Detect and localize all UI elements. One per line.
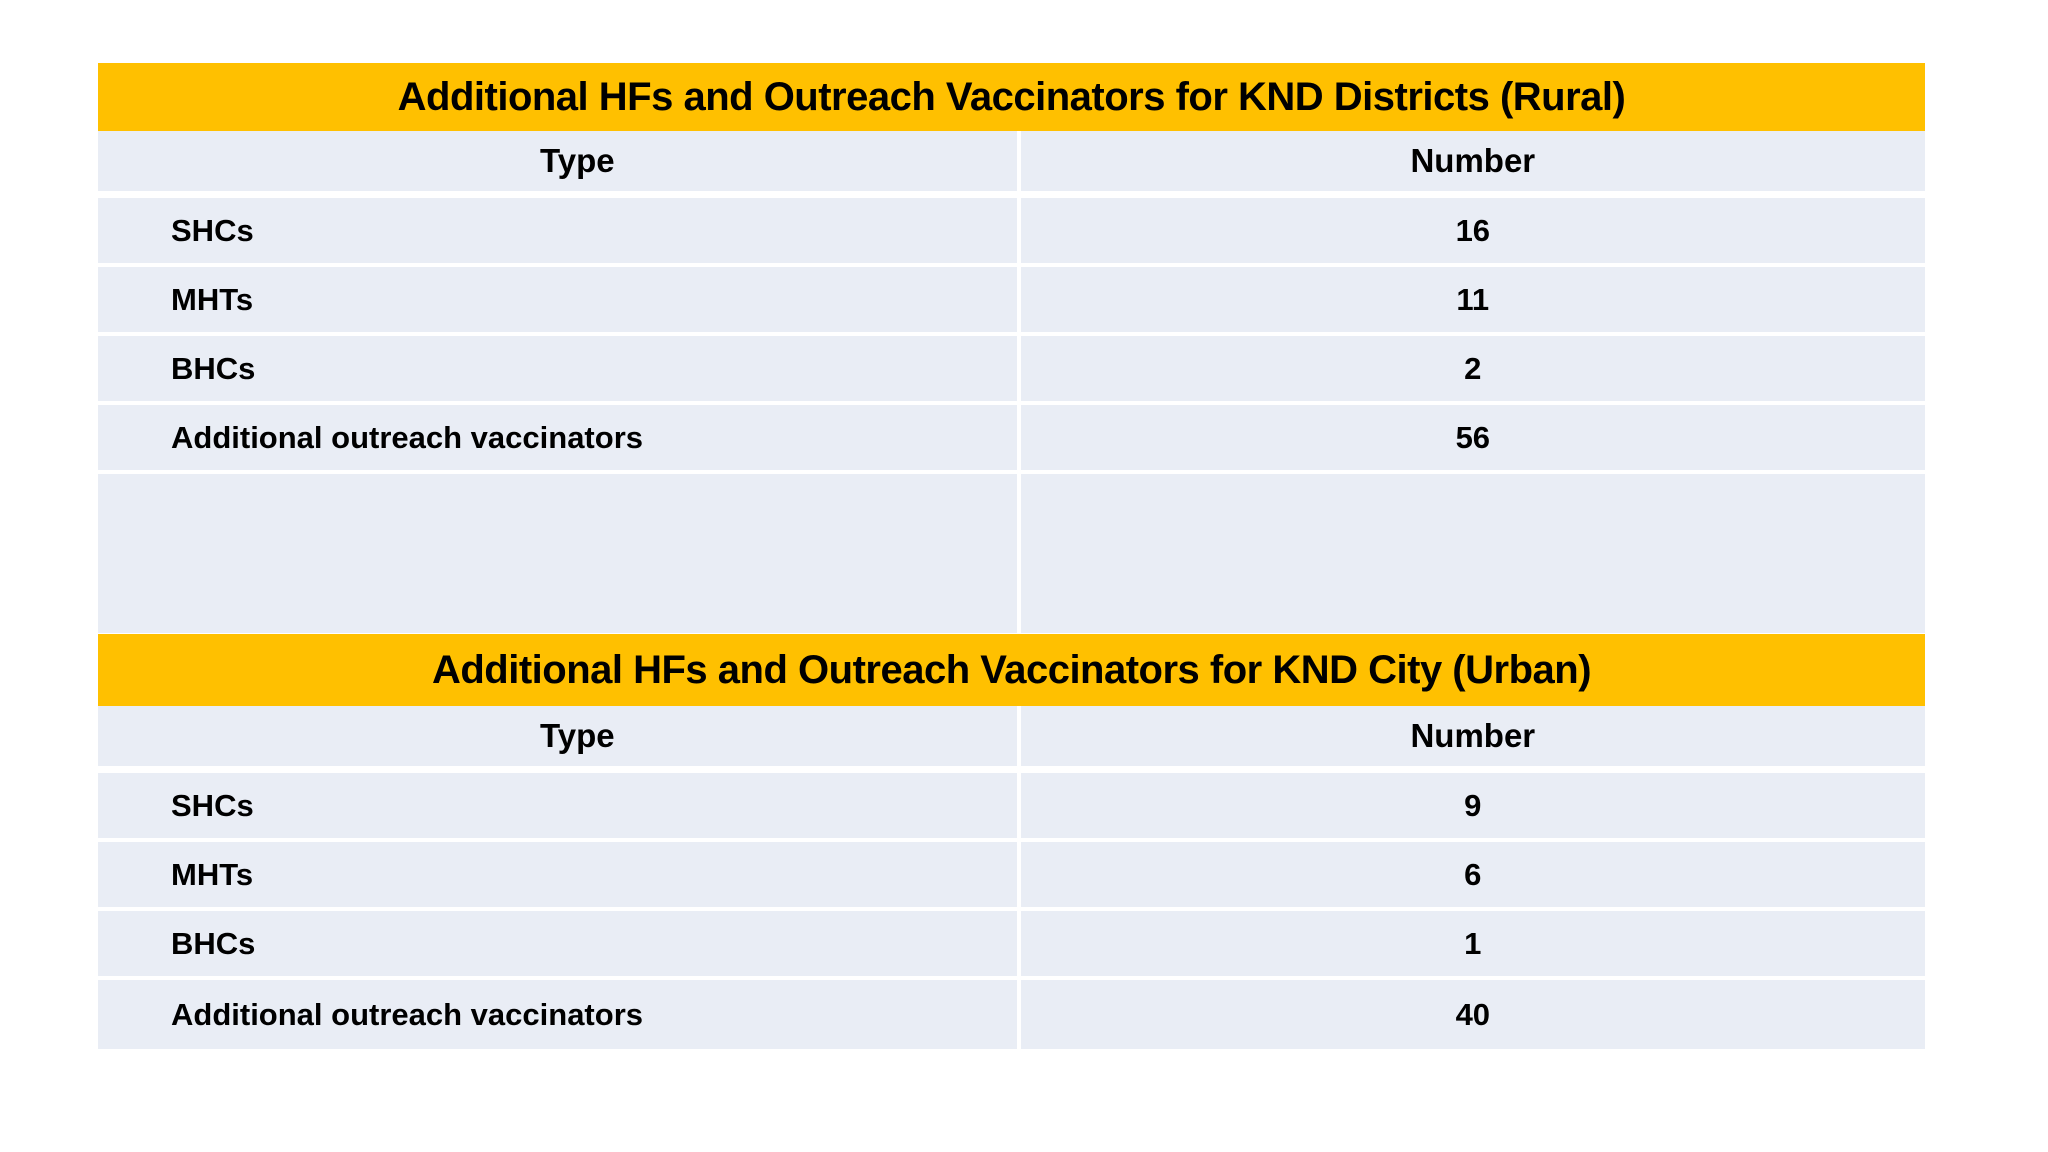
table-row: Additional outreach vaccinators 40: [98, 980, 1925, 1049]
cell-type: MHTs: [98, 267, 1021, 332]
cell-number: 2: [1464, 350, 1482, 386]
cell-type: MHTs: [98, 842, 1021, 907]
table-urban-title: Additional HFs and Outreach Vaccinators …: [431, 647, 1592, 692]
table-row: SHCs 16: [98, 198, 1925, 267]
cell-type: BHCs: [98, 911, 1021, 976]
column-header-type: Type: [98, 131, 1021, 191]
cell-type: BHCs: [98, 336, 1021, 401]
cell-number: 1: [1464, 925, 1482, 961]
cell-type: SHCs: [98, 198, 1021, 263]
cell-number: 6: [1464, 856, 1482, 892]
table-row: BHCs 2: [98, 336, 1925, 405]
table-urban: Additional HFs and Outreach Vaccinators …: [98, 634, 1925, 1049]
table-rural-title-banner: Additional HFs and Outreach Vaccinators …: [98, 63, 1925, 131]
cell-number: [1021, 474, 1925, 633]
cell-number: 16: [1455, 212, 1491, 248]
cell-type: Additional outreach vaccinators: [98, 980, 1021, 1049]
cell-type: SHCs: [98, 773, 1021, 838]
table-row: MHTs 11: [98, 267, 1925, 336]
cell-type: [98, 474, 1021, 633]
column-header-number: Number: [1410, 717, 1536, 754]
column-header-type: Type: [98, 706, 1021, 766]
cell-number: 40: [1455, 996, 1491, 1032]
table-row: Additional outreach vaccinators 56: [98, 405, 1925, 474]
cell-number: 9: [1464, 787, 1482, 823]
table-rural-header-row: Type Number: [98, 131, 1925, 198]
table-urban-title-banner: Additional HFs and Outreach Vaccinators …: [98, 634, 1925, 706]
table-row: MHTs 6: [98, 842, 1925, 911]
table-row: BHCs 1: [98, 911, 1925, 980]
table-urban-header-row: Type Number: [98, 706, 1925, 773]
table-rural-title: Additional HFs and Outreach Vaccinators …: [397, 74, 1626, 119]
table-row-empty: [98, 474, 1925, 633]
cell-number: 56: [1455, 419, 1491, 455]
cell-number: 11: [1456, 281, 1490, 317]
cell-type: Additional outreach vaccinators: [98, 405, 1021, 470]
column-header-number: Number: [1410, 142, 1536, 179]
table-rural: Additional HFs and Outreach Vaccinators …: [98, 63, 1925, 633]
table-row: SHCs 9: [98, 773, 1925, 842]
